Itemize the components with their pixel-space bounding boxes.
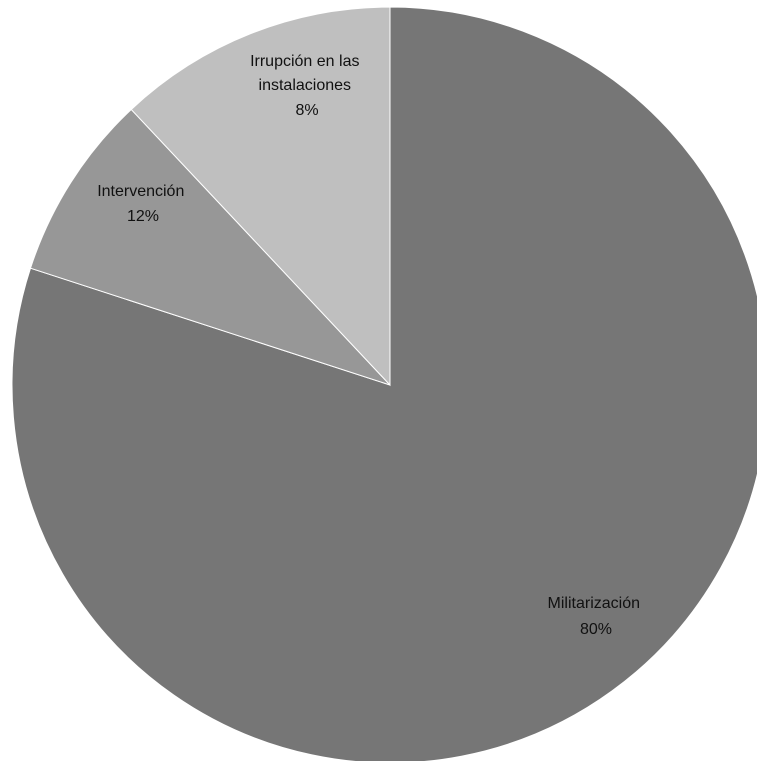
slice-label-militarizacion: Militarización 80% <box>548 595 645 638</box>
slice-label-irrupcion-percent: 8% <box>295 102 318 119</box>
pie-slice-intervencion <box>130 6 391 387</box>
slice-label-intervencion: Intervención 12% <box>97 183 189 225</box>
pie-slice-irrupcion <box>29 108 391 386</box>
pie-slice-militarizacion <box>11 6 757 761</box>
pie-slices <box>11 6 757 761</box>
slice-label-irrupcion-line1: Irrupción en las <box>250 53 359 70</box>
slice-label-irrupcion: Irrupción en las instalaciones 8% <box>250 53 364 119</box>
slice-label-intervencion-name: Intervención <box>97 183 184 200</box>
slice-label-intervencion-percent: 12% <box>127 208 159 225</box>
slice-label-irrupcion-line2: instalaciones <box>259 77 352 94</box>
slice-label-militarizacion-percent: 80% <box>580 621 612 638</box>
slice-label-militarizacion-name: Militarización <box>548 595 640 612</box>
